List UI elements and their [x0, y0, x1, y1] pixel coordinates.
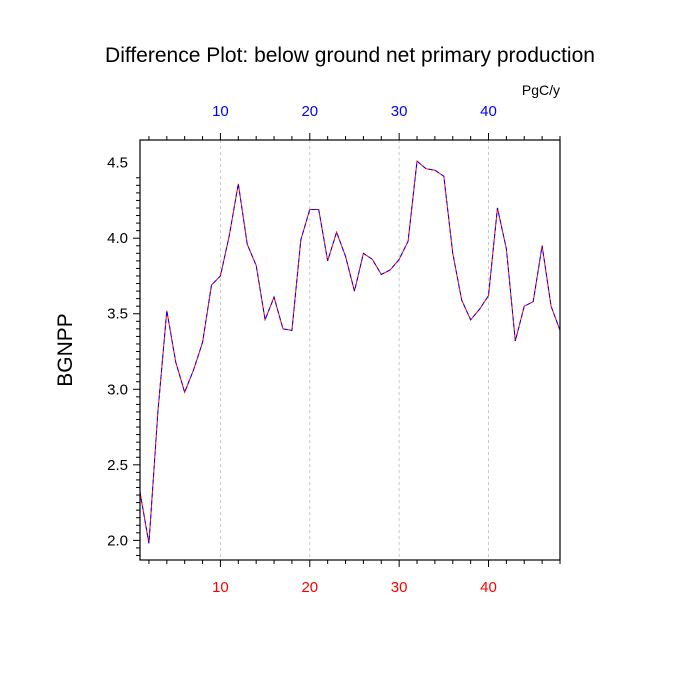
series-lines: [139, 160, 561, 544]
y-tick-label: 3.5: [107, 306, 128, 323]
chart-title: Difference Plot: below ground net primar…: [105, 44, 595, 67]
x-tick-labels-top: 10 20 30 40: [212, 103, 497, 120]
x-tick-label-top: 10: [212, 103, 229, 120]
y-tick-label: 4.0: [107, 230, 128, 247]
x-tick-label-top: 40: [480, 103, 497, 120]
x-tick-label-top: 30: [391, 103, 408, 120]
y-tick-label: 3.0: [107, 381, 128, 398]
x-tick-label-bottom: 20: [301, 579, 318, 596]
units-label: PgC/y: [522, 82, 560, 98]
grid-lines: [220, 140, 489, 560]
y-tick-label: 4.5: [107, 155, 128, 172]
y-tick-label: 2.5: [107, 457, 128, 474]
y-tick-labels: 2.0 2.5 3.0 3.5 4.0 4.5: [107, 155, 128, 550]
x-tick-label-bottom: 10: [212, 579, 229, 596]
y-tick-label: 2.0: [107, 532, 128, 549]
x-tick-label-bottom: 40: [480, 579, 497, 596]
x-tick-label-bottom: 30: [391, 579, 408, 596]
x-tick-labels-bottom: 10 20 30 40: [212, 579, 497, 596]
plot-frame: [139, 139, 561, 561]
series-line-blue: [139, 160, 561, 544]
axis-ticks: [133, 133, 561, 567]
y-axis-label: BGNPP: [54, 313, 77, 387]
x-tick-label-top: 20: [301, 103, 318, 120]
